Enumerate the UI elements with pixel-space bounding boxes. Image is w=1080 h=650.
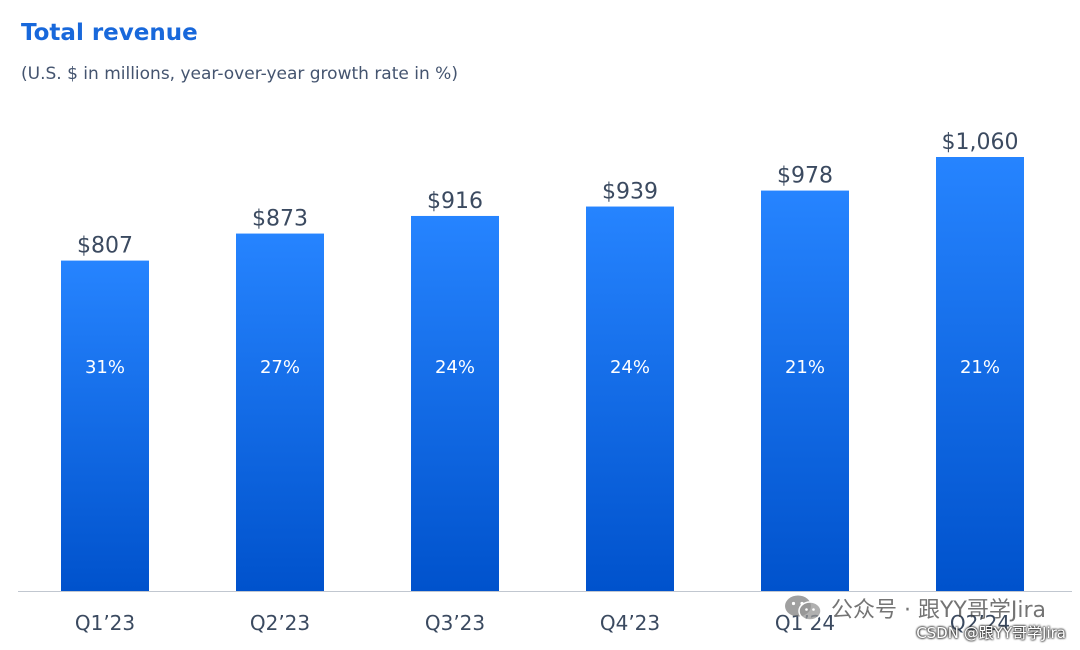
- growth-label-3: 24%: [435, 357, 475, 378]
- chart-subtitle: (U.S. $ in millions, year-over-year grow…: [21, 64, 458, 84]
- x-tick-label-2: Q2’23: [250, 611, 310, 635]
- x-tick-label-4: Q4’23: [600, 611, 660, 635]
- growth-label-6: 21%: [960, 357, 1000, 378]
- x-tick-label-1: Q1’23: [75, 611, 135, 635]
- growth-label-1: 31%: [85, 357, 125, 378]
- x-tick-label-5: Q1’24: [775, 611, 835, 635]
- bar-4: [586, 206, 674, 591]
- value-label-5: $978: [777, 164, 833, 189]
- bar-1: [61, 260, 149, 591]
- bar-3: [411, 215, 499, 591]
- x-axis-ticks: Q1’23 Q2’23 Q3’23 Q4’23 Q1’24 Q2’24: [75, 611, 1010, 635]
- value-label-4: $939: [602, 180, 658, 205]
- growth-label-2: 27%: [260, 357, 300, 378]
- chart-title: Total revenue: [21, 20, 198, 46]
- growth-label-4: 24%: [610, 357, 650, 378]
- value-label-2: $873: [252, 207, 308, 232]
- growth-label-5: 21%: [785, 357, 825, 378]
- bar-2: [236, 233, 324, 591]
- bar-6: [936, 157, 1024, 591]
- x-tick-label-3: Q3’23: [425, 611, 485, 635]
- bar-group: $807 31% $873 27% $916 24% $939 24% $978 21% $1,06…: [61, 130, 1024, 591]
- value-label-3: $916: [427, 189, 483, 214]
- x-tick-label-6: Q2’24: [950, 611, 1010, 635]
- value-label-6: $1,060: [942, 130, 1019, 155]
- bar-5: [761, 190, 849, 591]
- value-label-1: $807: [77, 234, 133, 259]
